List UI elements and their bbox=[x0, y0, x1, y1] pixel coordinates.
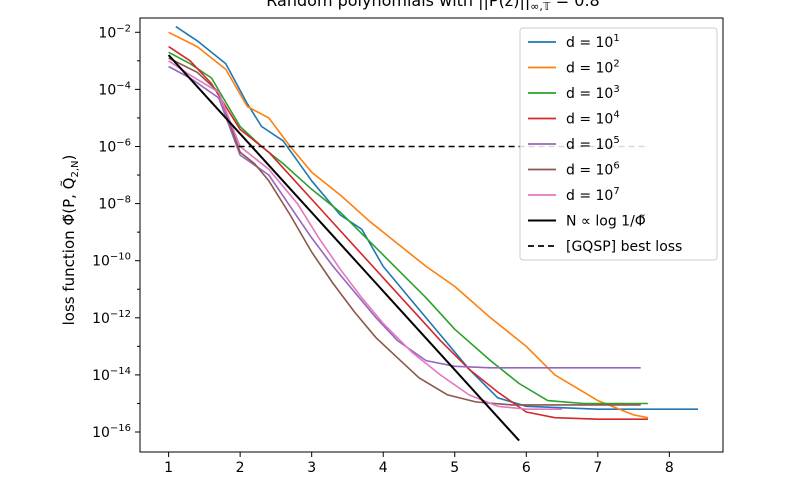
legend-label-4: d = 104 bbox=[566, 110, 620, 128]
x-tick-label: 4 bbox=[379, 460, 388, 476]
legend-label-1: d = 101 bbox=[566, 33, 620, 51]
y-tick-label: 10−10 bbox=[92, 252, 131, 270]
x-tick-label: 6 bbox=[522, 460, 531, 476]
plot-frame bbox=[139, 17, 724, 453]
x-tick-label: 7 bbox=[593, 460, 602, 476]
series-line-5 bbox=[168, 65, 641, 369]
title-tail: = 0.8 bbox=[551, 0, 600, 10]
y-tick-label: 10−12 bbox=[92, 309, 131, 327]
series-line-4 bbox=[168, 45, 648, 420]
y-tick-label: 10−8 bbox=[98, 195, 131, 213]
title-main: Random polynomials with ||P(z)|| bbox=[266, 0, 530, 10]
chart-title: Random polynomials with ||P(z)||∞,𝕋 = 0.… bbox=[266, 0, 599, 13]
plot-area bbox=[167, 25, 698, 442]
legend-label-7: d = 107 bbox=[566, 186, 620, 204]
series-line-2 bbox=[168, 31, 649, 419]
series-line-3 bbox=[168, 51, 648, 405]
series-line-8 bbox=[167, 54, 520, 442]
legend-label-5: d = 105 bbox=[566, 135, 620, 153]
ylabel-tail: ) bbox=[60, 155, 78, 161]
y-tick-label: 10−14 bbox=[92, 366, 131, 384]
legend-box bbox=[519, 27, 718, 261]
x-tick-label: 1 bbox=[164, 460, 173, 476]
y-tick-label: 10−6 bbox=[98, 137, 131, 155]
x-tick-label: 2 bbox=[236, 460, 245, 476]
title-subscript: ∞,𝕋 bbox=[530, 0, 551, 13]
y-tick-label: 10−2 bbox=[98, 23, 131, 41]
axes: 1 2 3 4 5 6 7 8 10−2 10−4 10−6 10−8 10−10 10−12 10−14 1… bbox=[92, 17, 724, 476]
ylabel-main: loss function Φ̃(P, Q̃ bbox=[59, 178, 78, 326]
x-tick-label: 5 bbox=[450, 460, 459, 476]
legend-label-9: [GQSP] best loss bbox=[566, 239, 682, 255]
y-axis-label: loss function Φ̃(P, Q̃2,N) bbox=[59, 155, 81, 326]
legend-label-3: d = 103 bbox=[566, 84, 620, 102]
x-tick-label: 3 bbox=[307, 460, 316, 476]
ylabel-subscript: 2,N bbox=[70, 160, 81, 177]
x-tick-label: 8 bbox=[665, 460, 674, 476]
legend-label-8: N ∝ log 1/Φ̃ bbox=[566, 214, 646, 230]
series-line-1 bbox=[175, 25, 698, 410]
legend: d = 101 d = 102 d = 103 d = 104 d = 105 d = 1… bbox=[519, 27, 718, 261]
series-line-6 bbox=[168, 57, 641, 406]
y-tick-label: 10−16 bbox=[92, 423, 131, 441]
legend-label-6: d = 106 bbox=[566, 161, 620, 179]
y-tick-label: 10−4 bbox=[98, 80, 131, 98]
legend-label-2: d = 102 bbox=[566, 59, 620, 77]
